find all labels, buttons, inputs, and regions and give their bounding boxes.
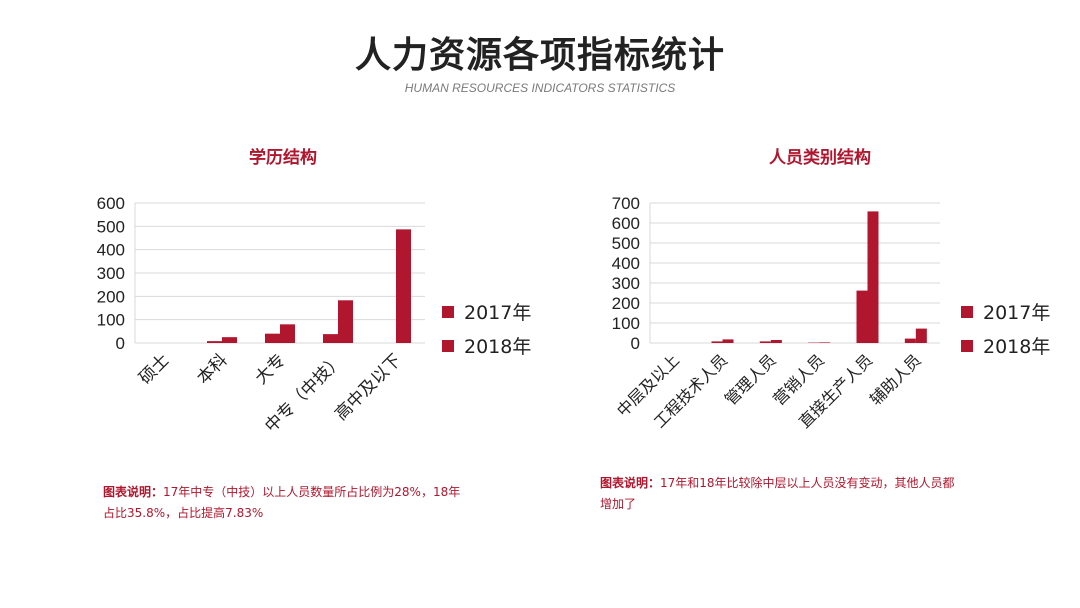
legend-label: 2018年 xyxy=(464,336,531,358)
bar-2017 xyxy=(904,338,916,343)
category-label: 大专 xyxy=(251,350,289,388)
legend-label: 2018年 xyxy=(983,336,1050,358)
education-chart-note: 图表说明：17年中专（中技）以上人员数量所占比例为28%，18年 占比35.8%… xyxy=(103,482,523,524)
bar-2017 xyxy=(759,341,771,343)
y-tick-label: 400 xyxy=(97,241,125,260)
bar-2017 xyxy=(323,334,338,343)
category-label: 硕士 xyxy=(135,350,173,388)
y-tick-label: 700 xyxy=(612,194,640,213)
legend-swatch xyxy=(442,340,454,352)
y-tick-label: 200 xyxy=(97,287,125,306)
page-subtitle: HUMAN RESOURCES INDICATORS STATISTICS xyxy=(404,81,676,95)
chart-title: 人员类别结构 xyxy=(769,147,871,168)
page-title: 人力资源各项指标统计 xyxy=(354,35,725,76)
legend-label: 2017年 xyxy=(983,302,1050,324)
note-text-line2: 占比35.8%，占比提高7.83% xyxy=(103,506,264,520)
bar-2018 xyxy=(222,337,237,343)
y-tick-label: 200 xyxy=(612,294,640,313)
bar-2017 xyxy=(207,341,222,343)
y-tick-label: 100 xyxy=(612,314,640,333)
legend-swatch xyxy=(442,306,454,318)
bar-2017 xyxy=(711,341,723,343)
staff-category-chart: 人员类别结构0100200300400500600700中层及以上工程技术人员管… xyxy=(612,147,1051,432)
y-tick-label: 500 xyxy=(97,217,125,236)
bar-2018 xyxy=(722,339,734,343)
chart-title: 学历结构 xyxy=(249,147,317,168)
legend-label: 2017年 xyxy=(464,302,531,324)
y-tick-label: 0 xyxy=(631,334,640,353)
category-label: 本科 xyxy=(193,350,231,388)
legend-swatch xyxy=(961,340,973,352)
bar-2018 xyxy=(867,211,879,343)
note-label: 图表说明： xyxy=(103,485,164,499)
y-tick-label: 100 xyxy=(97,311,125,330)
bar-2017 xyxy=(856,290,868,343)
y-tick-label: 300 xyxy=(612,274,640,293)
legend-swatch xyxy=(961,306,973,318)
category-label: 管理人员 xyxy=(721,350,780,409)
bar-2018 xyxy=(770,340,782,343)
bar-2018 xyxy=(396,229,411,343)
note-text-line2: 增加了 xyxy=(600,497,637,511)
bar-2018 xyxy=(338,300,353,343)
bar-2018 xyxy=(280,324,295,343)
y-tick-label: 0 xyxy=(116,334,125,353)
note-text-line1: 17年中专（中技）以上人员数量所占比例为28%，18年 xyxy=(163,485,461,499)
y-tick-label: 400 xyxy=(612,254,640,273)
note-text-line1: 17年和18年比较除中层以上人员没有变动，其他人员都 xyxy=(660,476,955,490)
y-tick-label: 300 xyxy=(97,264,125,283)
bar-2017 xyxy=(265,333,280,343)
note-label: 图表说明： xyxy=(600,476,661,490)
bar-2018 xyxy=(915,328,927,343)
category-chart-note: 图表说明：17年和18年比较除中层以上人员没有变动，其他人员都 增加了 xyxy=(600,473,1020,515)
category-label: 辅助人员 xyxy=(866,350,925,409)
y-tick-label: 600 xyxy=(612,214,640,233)
bar-2018 xyxy=(819,342,831,343)
y-tick-label: 600 xyxy=(97,194,125,213)
y-tick-label: 500 xyxy=(612,234,640,253)
